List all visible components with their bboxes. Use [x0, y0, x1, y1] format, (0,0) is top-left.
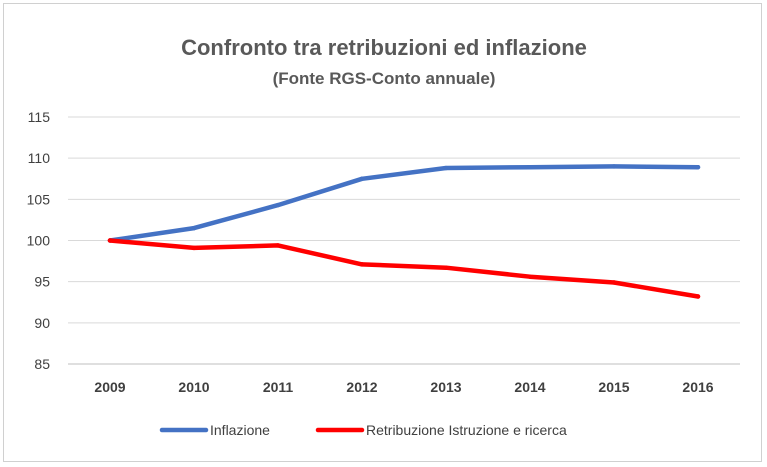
- data-point: [611, 164, 617, 169]
- y-tick-label: 100: [27, 233, 51, 249]
- data-point: [695, 165, 701, 170]
- y-axis-ticks: 85 90 95 100 105 110 115: [27, 109, 51, 372]
- legend-label-0: Inflazione: [210, 422, 270, 438]
- data-point: [191, 225, 197, 231]
- chart-subtitle: (Fonte RGS-Conto annuale): [273, 69, 496, 88]
- x-tick-label: 2011: [263, 379, 294, 395]
- data-point: [275, 243, 281, 248]
- y-tick-label: 115: [28, 109, 51, 125]
- data-point: [191, 245, 197, 251]
- x-tick-label: 2015: [598, 379, 629, 395]
- x-tick-label: 2009: [94, 379, 125, 395]
- data-point: [611, 280, 617, 285]
- series-line-0: [107, 164, 701, 243]
- x-axis-ticks: 2009 2010 2011 2012 2013 2014 2015 2016: [94, 379, 713, 395]
- y-tick-label: 95: [34, 274, 50, 290]
- y-tick-label: 105: [27, 191, 51, 207]
- x-tick-label: 2012: [346, 379, 377, 395]
- data-point: [107, 238, 113, 243]
- data-point: [527, 274, 533, 279]
- x-tick-label: 2016: [682, 379, 713, 395]
- y-tick-label: 85: [34, 356, 50, 372]
- x-tick-label: 2014: [514, 379, 545, 395]
- series-lines: [107, 164, 701, 299]
- data-point: [695, 294, 701, 299]
- legend: Inflazione Retribuzione Istruzione e rice…: [159, 422, 567, 438]
- chart-frame: [3, 3, 762, 462]
- data-point: [443, 165, 449, 171]
- data-point: [359, 262, 365, 267]
- gridlines: [68, 116, 740, 365]
- data-point: [443, 265, 449, 270]
- data-point: [359, 176, 365, 181]
- y-tick-label: 90: [34, 315, 50, 331]
- x-tick-label: 2010: [178, 379, 209, 395]
- series-line-1: [107, 238, 701, 299]
- x-tick-label: 2013: [430, 379, 461, 395]
- y-tick-label: 110: [28, 150, 51, 166]
- data-point: [275, 202, 281, 208]
- chart-title: Confronto tra retribuzioni ed inflazione: [181, 35, 587, 60]
- legend-label-1: Retribuzione Istruzione e ricerca: [366, 422, 567, 438]
- data-point: [527, 165, 533, 170]
